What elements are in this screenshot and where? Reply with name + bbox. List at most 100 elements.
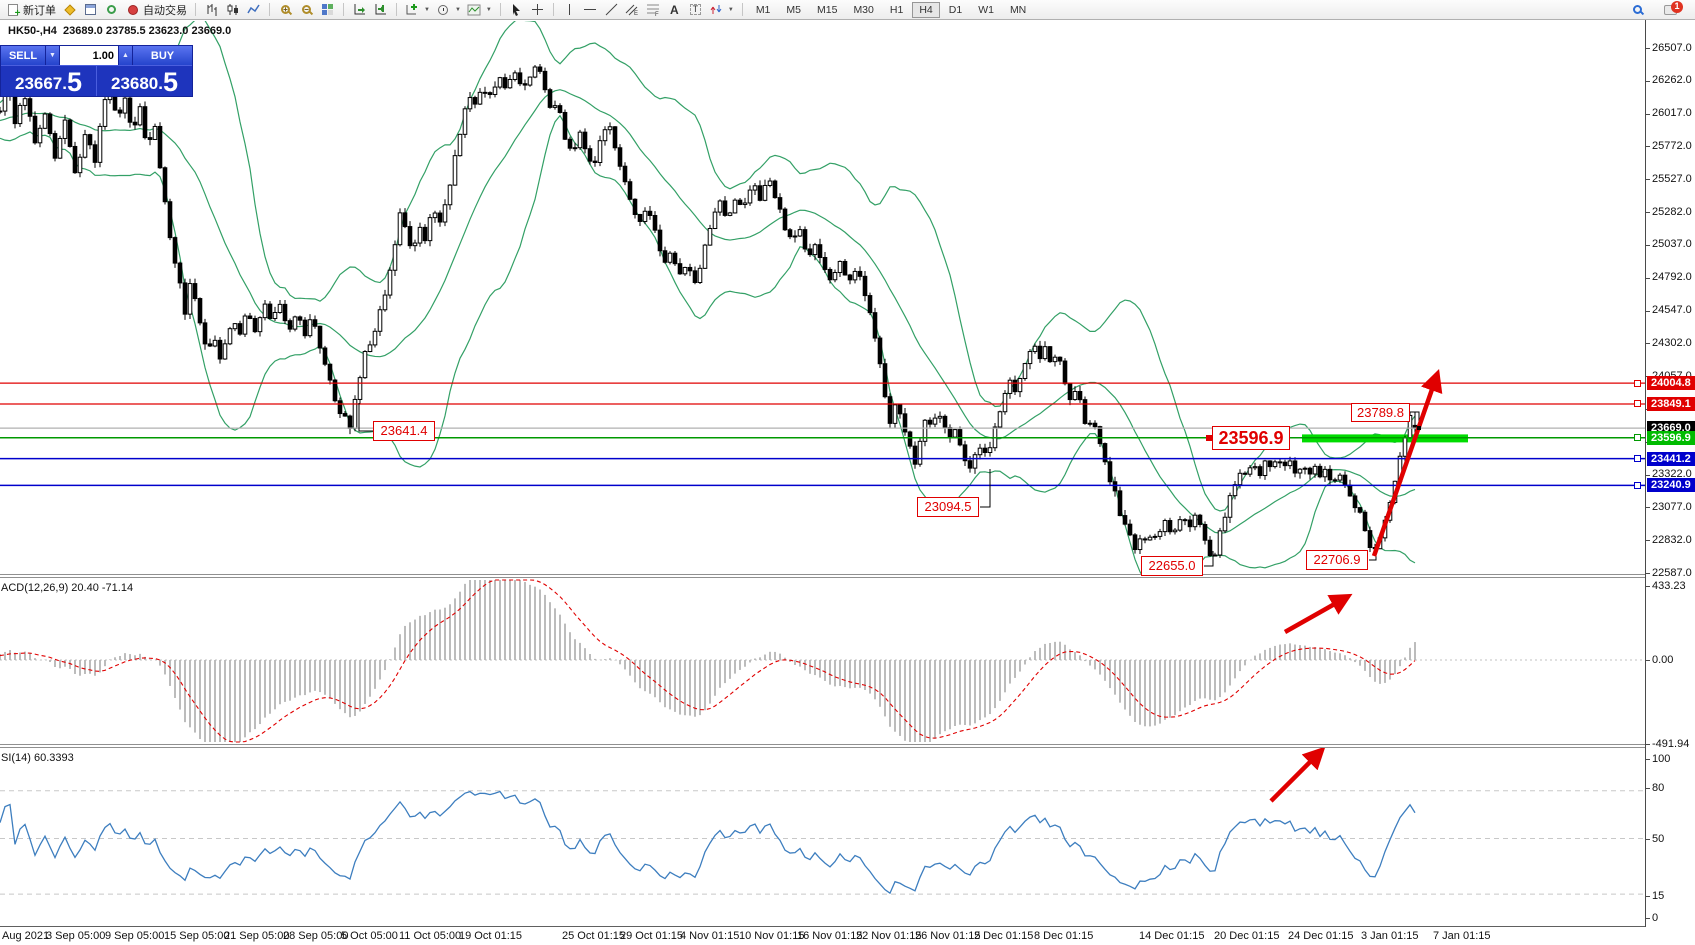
tile-windows-button[interactable] [317,1,338,19]
market-watch-button[interactable] [80,1,101,19]
signal-button[interactable] [101,1,122,19]
zoom-out-button[interactable]: − [296,1,317,19]
price-axis[interactable]: 26507.0 26262.0 26017.0 25772.0 25527.0 25282… [1645,20,1695,927]
y-axis-label: 24547.0 [1652,304,1692,316]
timeframe-M5[interactable]: M5 [786,3,801,16]
dropdown-caret-icon: ▼ [485,6,492,13]
text-button[interactable]: A [664,1,685,19]
x-axis-label: 15 Sep 05:00 [164,930,230,942]
auto-trading-button[interactable]: 自动交易 [122,1,190,19]
rsi-label: SI(14) 60.3393 [1,752,74,764]
y-axis-label: 23322.0 [1652,468,1692,481]
macd-axis-tick [1646,660,1650,661]
auto-scroll-button[interactable] [349,1,370,19]
rsi-axis-tick [1646,839,1650,840]
one-click-trading-panel[interactable]: SELL ▼ ▲ BUY 23667.5 23680.5 [0,45,193,97]
line-handle-red[interactable] [1206,435,1212,441]
indicators-button[interactable]: ▼ [402,1,433,19]
volume-decrease-button[interactable]: ▼ [45,46,60,65]
x-axis-label: 8 Dec 01:15 [1034,930,1094,942]
crosshair-button[interactable] [527,1,548,19]
sell-button[interactable]: SELL [1,46,45,65]
timeframe-D1[interactable]: D1 [948,3,963,16]
horizontal-line-button[interactable] [580,1,601,19]
timeframe-M15[interactable]: M15 [817,3,838,16]
timeframe-M1[interactable]: M1 [755,3,771,16]
y-axis-tick [1646,146,1650,148]
toolbar-separator [343,3,344,16]
vertical-line-button[interactable] [559,1,580,19]
auto-trading-label: 自动交易 [143,4,187,17]
trendline-button[interactable] [601,1,622,19]
zoom-in-button[interactable]: + [275,1,296,19]
chart-shift-button[interactable] [370,1,391,19]
x-axis-label: 26 Nov 01:15 [915,930,981,942]
dropdown-caret-icon: ▼ [727,6,734,13]
x-axis-label: 29 Oct 01:15 [620,930,683,942]
price-annotation[interactable]: 23641.4 [373,421,435,441]
notifications-button[interactable]: 1 [1660,0,1683,19]
price-annotation[interactable]: 23596.9 [1212,426,1290,450]
zoom-in-icon: + [278,2,293,17]
volume-increase-button[interactable]: ▲ [118,46,133,65]
rsi-axis-label: 50 [1652,832,1665,845]
templates-icon [467,2,482,17]
new-order-label: 新订单 [23,4,56,17]
macd-axis-tick [1646,586,1650,587]
timeframe-M30[interactable]: M30 [853,3,874,16]
rsi-axis-label: 0 [1652,911,1659,924]
main-toolbar: + 新订单 自动交易 + − [0,0,1695,20]
x-axis-label: 24 Dec 01:15 [1288,930,1354,942]
text-label-button[interactable]: T [685,1,706,19]
sell-price[interactable]: 23667. 5 [1,66,97,96]
bar-chart-button[interactable] [201,1,222,19]
candlestick-chart-button[interactable] [222,1,243,19]
price-annotation[interactable]: 22655.0 [1141,556,1203,576]
line-handle[interactable] [1634,455,1641,463]
price-annotation[interactable]: 23789.8 [1351,403,1410,422]
signal-icon [104,2,119,17]
new-order-button[interactable]: + 新订单 [2,1,59,19]
macd-axis-label: 433.23 [1652,579,1686,592]
window-separator[interactable] [0,574,1695,578]
timeframe-W1[interactable]: W1 [978,3,994,16]
timeframe-H4[interactable]: H4 [912,1,940,18]
profiles-icon [62,2,77,17]
macd-axis-label: 0.00 [1652,653,1674,666]
equidistant-channel-button[interactable]: E [622,1,643,19]
buy-button[interactable]: BUY [133,46,192,65]
line-handle[interactable] [1634,434,1641,442]
chart-canvas[interactable] [0,0,1650,945]
y-axis-label: 23077.0 [1652,500,1692,513]
x-axis-label: 4 Nov 01:15 [680,930,740,942]
line-handle[interactable] [1634,379,1641,387]
periods-button[interactable]: ▼ [433,1,464,19]
cursor-button[interactable] [506,1,527,19]
x-axis-label: 20 Dec 01:15 [1214,930,1280,942]
rsi-axis-tick [1646,759,1650,760]
fibonacci-button[interactable]: F [643,1,664,19]
timeframe-H1[interactable]: H1 [889,3,904,16]
profiles-button[interactable] [59,1,80,19]
text-label-icon: T [688,2,703,17]
toolbar-separator [741,3,743,16]
chart-ohlc-header: HK50-,H4 23689.0 23785.5 23623.0 23669.0 [8,25,232,37]
price-annotation[interactable]: 22706.9 [1306,550,1368,570]
time-axis[interactable]: Aug 2021 3 Sep 05:00 9 Sep 05:00 15 Sep 05:… [0,928,1645,945]
line-chart-button[interactable] [243,1,264,19]
buy-price[interactable]: 23680. 5 [110,67,179,97]
auto-scroll-icon [352,2,367,17]
volume-input[interactable] [60,46,118,65]
timeframe-MN[interactable]: MN [1009,3,1027,16]
arrows-objects-button[interactable]: ▼ [706,1,737,19]
rsi-axis-tick [1646,896,1650,897]
window-separator[interactable] [0,744,1695,748]
line-handle[interactable] [1634,400,1641,408]
line-handle[interactable] [1634,481,1641,489]
templates-button[interactable]: ▼ [464,1,495,19]
toolbar-separator [269,3,270,16]
y-axis-label: 25527.0 [1652,172,1692,185]
y-axis-tick [1646,507,1650,509]
search-button[interactable] [1627,1,1648,19]
price-annotation[interactable]: 23094.5 [917,497,979,517]
